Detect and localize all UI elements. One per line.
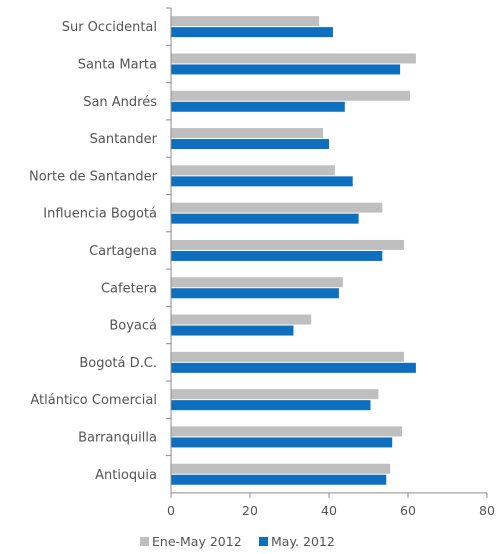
legend-swatch [140,537,149,546]
category-label: Barranquilla [78,430,157,445]
bar-ene-may-2012-7 [171,277,343,288]
x-tick-label: 80 [479,503,495,518]
x-tick-label: 0 [167,503,175,518]
category-label: Atlántico Comercial [30,393,157,408]
bar-may-2012-1 [171,64,401,75]
bar-ene-may-2012-1 [171,53,416,64]
bar-may-2012-2 [171,101,345,112]
category-label: Cafetera [101,281,157,296]
category-label: Antioquia [95,468,157,483]
category-label: Santa Marta [78,57,157,72]
category-label: Boyacá [109,319,157,334]
legend-label: May. 2012 [271,534,335,549]
category-label: Sur Occidental [62,20,157,35]
bar-may-2012-0 [171,27,333,38]
bar-may-2012-11 [171,437,393,448]
bar-may-2012-3 [171,139,329,150]
legend-swatch [259,537,268,546]
bar-may-2012-8 [171,325,294,336]
bar-ene-may-2012-2 [171,90,410,101]
axes-layer [166,7,488,498]
x-tick-label: 40 [321,503,337,518]
bar-ene-may-2012-8 [171,314,312,325]
bar-ene-may-2012-6 [171,239,405,250]
bar-ene-may-2012-3 [171,128,324,139]
bar-may-2012-9 [171,362,416,373]
category-label: Bogotá D.C. [79,356,157,371]
category-label: Influencia Bogotá [43,207,157,222]
x-tick-label: 60 [400,503,416,518]
bar-may-2012-4 [171,176,353,187]
bar-ene-may-2012-4 [171,165,335,176]
bar-may-2012-10 [171,400,371,411]
bar-ene-may-2012-9 [171,351,405,362]
legend-label: Ene-May 2012 [152,534,242,549]
bar-may-2012-6 [171,250,383,261]
category-label: Santander [90,132,158,147]
x-tick-label: 20 [242,503,258,518]
category-label: Cartagena [89,244,157,259]
bars-layer [171,16,416,485]
bar-may-2012-5 [171,213,359,224]
chart-legend: Ene-May 2012 May. 2012 [140,534,335,549]
bar-ene-may-2012-12 [171,463,391,474]
labels-layer: Sur Occidental Santa Marta San Andrés Santa… [29,20,495,518]
category-label: Norte de Santander [29,169,158,184]
bar-ene-may-2012-5 [171,202,383,213]
category-label: San Andrés [83,95,157,110]
bar-ene-may-2012-0 [171,16,320,27]
bar-may-2012-7 [171,288,339,299]
bar-ene-may-2012-10 [171,389,379,400]
bar-ene-may-2012-11 [171,426,403,437]
bar-may-2012-12 [171,474,387,485]
